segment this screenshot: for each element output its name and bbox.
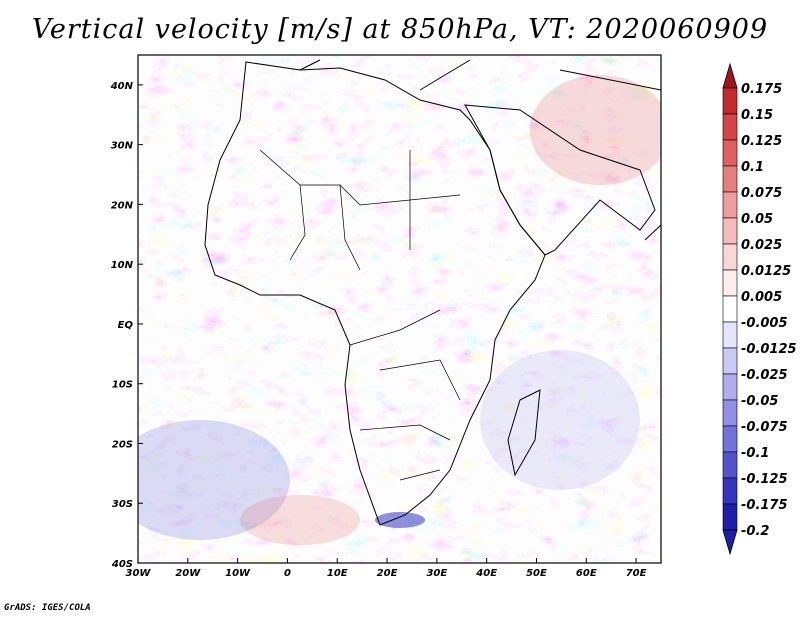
colorbar-label: 0.175 [741,82,782,97]
lon-tick-label: 30E [426,568,447,579]
colorbar-label: 0.125 [741,134,782,149]
coastlines [204,59,662,526]
colorbar-label: 0.025 [741,238,782,253]
colorbar-swatch [722,503,738,531]
colorbar-swatch [722,373,738,401]
colorbar-label: 0.1 [741,160,764,175]
lon-tick-label: 10W [225,568,251,579]
country-borders [259,149,461,481]
colorbar-swatch [722,243,738,271]
lat-tick-label: 40N [110,81,134,92]
lon-tick-label: 50E [526,568,547,579]
lon-tick-label: 20E [377,568,398,579]
colorbar-label: 0.05 [741,212,773,227]
colorbar-swatch [722,477,738,505]
colorbar-swatch [722,191,738,219]
colorbar-swatch [722,425,738,453]
colorbar-swatch [722,269,738,297]
colorbar-swatch [722,295,738,323]
colorbar-label: -0.1 [741,446,769,461]
colorbar-label: 0.0125 [741,264,791,279]
lat-tick-label: 10S [112,380,133,391]
lat-axis: 40N 30N 20N 10N EQ 10S 20S 30S 40S [110,81,143,570]
colorbar-label: -0.125 [741,472,788,487]
map-title: Vertical velocity [m/s] at 850hPa, VT: 2… [31,14,769,45]
lon-tick-label: 10E [327,568,348,579]
colorbar-label: 0.075 [741,186,782,201]
colorbar-top-arrow [722,62,738,89]
colorbar-label: -0.075 [741,420,788,435]
colorbar-swatch [722,139,738,167]
lon-axis: 30W 20W 10W 0 10E 20E 30E 40E 50E 60E 70E [126,558,647,579]
lon-tick-label: 20W [175,568,201,579]
colorbar-bottom-arrow [722,529,738,556]
lon-tick-label: 60E [576,568,597,579]
lat-tick-label: 10N [111,260,134,271]
colorbar-label: -0.175 [741,498,788,513]
lat-tick-label: EQ [118,320,134,331]
colorbar-label: -0.0125 [741,342,797,357]
colorbar-swatch [722,399,738,427]
colorbar-swatch [722,165,738,193]
colorbar: 0.175 0.15 0.125 0.1 0.075 0.05 0.025 0.0125 0.0… [722,62,797,556]
colorbar-swatch [722,87,738,115]
colorbar-label: 0.005 [741,290,782,305]
colorbar-swatch [722,451,738,479]
lon-tick-label: 40E [475,568,497,579]
colorbar-label: -0.025 [741,368,788,383]
colorbar-label: -0.05 [741,394,778,409]
colorbar-swatch [722,217,738,245]
colorbar-label: 0.15 [741,108,773,123]
lat-tick-label: 40S [111,559,133,570]
lon-tick-label: 70E [626,568,647,579]
lon-tick-label: 30W [126,568,152,579]
lat-tick-label: 20N [111,200,134,211]
velocity-field [138,55,661,563]
colorbar-label: -0.005 [741,316,788,331]
lat-tick-label: 20S [112,439,133,450]
colorbar-swatch [722,321,738,349]
plot-frame [137,54,662,564]
lon-tick-label: 0 [284,568,291,579]
lat-tick-label: 30S [112,499,133,510]
colorbar-swatch [722,113,738,141]
colorbar-label: -0.2 [741,524,769,539]
colorbar-swatch [722,347,738,375]
credit-text: GrADS: IGES/COLA [4,603,91,613]
lat-tick-label: 30N [111,141,134,152]
